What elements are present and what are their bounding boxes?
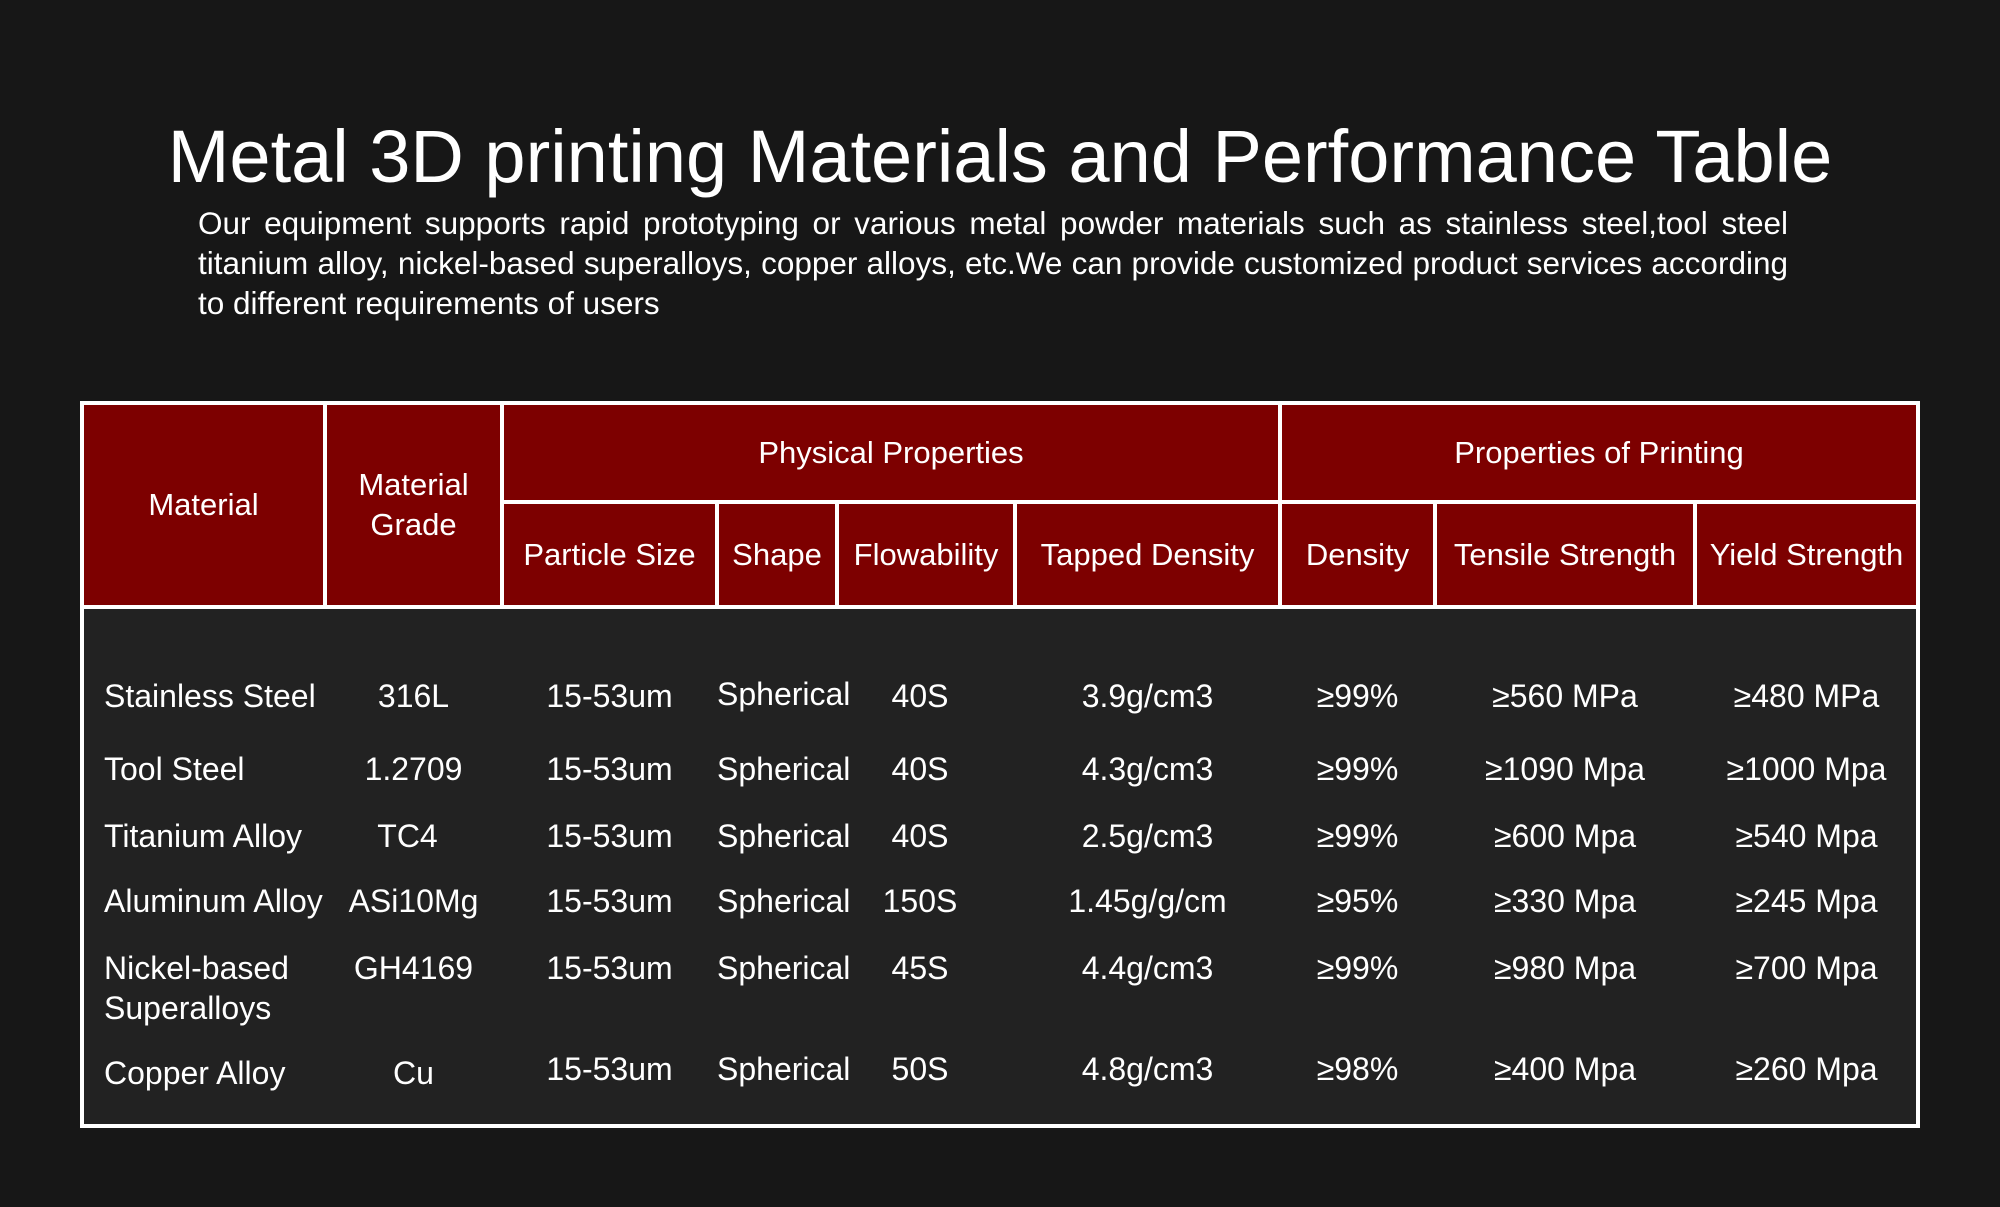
cell-grade: Cu	[393, 1055, 434, 1091]
cell-density: ≥99%	[1316, 678, 1399, 714]
cell-tensile-strength: ≥600 Mpa	[1493, 818, 1637, 854]
header-divider	[504, 500, 1916, 504]
header-divider	[1693, 504, 1697, 605]
cell-material: Copper Alloy	[104, 1055, 286, 1091]
cell-grade: GH4169	[353, 950, 474, 986]
header-material: Material	[84, 405, 323, 605]
cell-particle-size: 15-53um	[546, 950, 673, 986]
header-bottom-border	[84, 605, 1916, 609]
header-divider	[1013, 504, 1017, 605]
header-divider	[715, 504, 719, 605]
cell-flowability: 40S	[891, 751, 949, 787]
header-divider	[835, 504, 839, 605]
cell-tapped-density: 4.8g/cm3	[1081, 1051, 1214, 1087]
cell-yield-strength: ≥540 Mpa	[1735, 818, 1878, 854]
header-properties-of-printing: Properties of Printing	[1282, 405, 1916, 500]
cell-tensile-strength: ≥400 Mpa	[1493, 1051, 1637, 1087]
cell-tensile-strength: ≥980 Mpa	[1493, 950, 1637, 986]
cell-flowability: 150S	[882, 883, 958, 919]
header-tapped-density: Tapped Density	[1017, 504, 1278, 605]
cell-particle-size: 15-53um	[546, 1051, 673, 1087]
cell-density: ≥98%	[1316, 1051, 1399, 1087]
page-title: Metal 3D printing Materials and Performa…	[167, 115, 1833, 198]
cell-yield-strength: ≥260 Mpa	[1735, 1051, 1878, 1087]
cell-yield-strength: ≥700 Mpa	[1735, 950, 1878, 986]
cell-material: Titanium Alloy	[104, 818, 302, 854]
cell-tapped-density: 3.9g/cm3	[1081, 678, 1214, 714]
cell-grade: TC4	[377, 818, 438, 854]
cell-tensile-strength: ≥1090 Mpa	[1485, 751, 1645, 787]
cell-particle-size: 15-53um	[546, 818, 673, 854]
cell-shape: Spherical	[717, 751, 851, 787]
cell-shape: Spherical	[717, 950, 851, 986]
header-divider	[1433, 504, 1437, 605]
header-flowability: Flowability	[839, 504, 1013, 605]
cell-flowability: 40S	[891, 818, 949, 854]
cell-shape: Spherical	[717, 883, 851, 919]
cell-flowability: 45S	[891, 950, 949, 986]
header-physical-properties: Physical Properties	[504, 405, 1278, 500]
cell-shape: Spherical	[717, 1051, 851, 1087]
cell-material: Stainless Steel	[104, 678, 316, 714]
cell-particle-size: 15-53um	[546, 751, 673, 787]
header-divider	[323, 405, 327, 605]
header-yield-strength: Yield Strength	[1697, 504, 1916, 605]
cell-tapped-density: 4.4g/cm3	[1081, 950, 1214, 986]
header-particle-size: Particle Size	[504, 504, 715, 605]
cell-tapped-density: 2.5g/cm3	[1081, 818, 1214, 854]
cell-tapped-density: 4.3g/cm3	[1081, 751, 1214, 787]
table-body: Stainless Steel 316L 15-53um Spherical 4…	[84, 613, 1916, 1124]
cell-density: ≥99%	[1316, 818, 1399, 854]
header-tensile-strength: Tensile Strength	[1437, 504, 1693, 605]
cell-grade: 1.2709	[364, 751, 463, 787]
cell-material: Nickel-based Superalloys	[104, 950, 289, 1026]
header-divider	[1278, 405, 1282, 605]
cell-density: ≥99%	[1316, 751, 1399, 787]
cell-tapped-density: 1.45g/g/cm	[1068, 883, 1227, 919]
cell-yield-strength: ≥1000 Mpa	[1726, 751, 1887, 787]
cell-tensile-strength: ≥330 Mpa	[1493, 883, 1637, 919]
cell-particle-size: 15-53um	[546, 883, 673, 919]
cell-grade: 316L	[377, 678, 450, 714]
cell-yield-strength: ≥245 Mpa	[1735, 883, 1878, 919]
materials-table: Material Material Grade Physical Propert…	[80, 401, 1920, 1128]
cell-flowability: 40S	[891, 678, 949, 714]
cell-flowability: 50S	[891, 1051, 949, 1087]
cell-yield-strength: ≥480 MPa	[1733, 678, 1880, 714]
cell-shape: Spherical	[717, 818, 851, 854]
cell-density: ≥95%	[1316, 883, 1399, 919]
cell-particle-size: 15-53um	[546, 678, 673, 714]
intro-paragraph: Our equipment supports rapid prototyping…	[198, 205, 1788, 321]
cell-grade: ASi10Mg	[348, 883, 479, 919]
cell-material: Tool Steel	[104, 751, 245, 787]
cell-tensile-strength: ≥560 MPa	[1492, 678, 1638, 714]
cell-density: ≥99%	[1316, 950, 1399, 986]
header-material-grade: Material Grade	[327, 405, 500, 605]
header-shape: Shape	[719, 504, 835, 605]
cell-shape: Spherical	[717, 676, 851, 712]
cell-material: Aluminum Alloy	[104, 883, 323, 919]
header-divider	[500, 405, 504, 605]
header-density: Density	[1282, 504, 1433, 605]
